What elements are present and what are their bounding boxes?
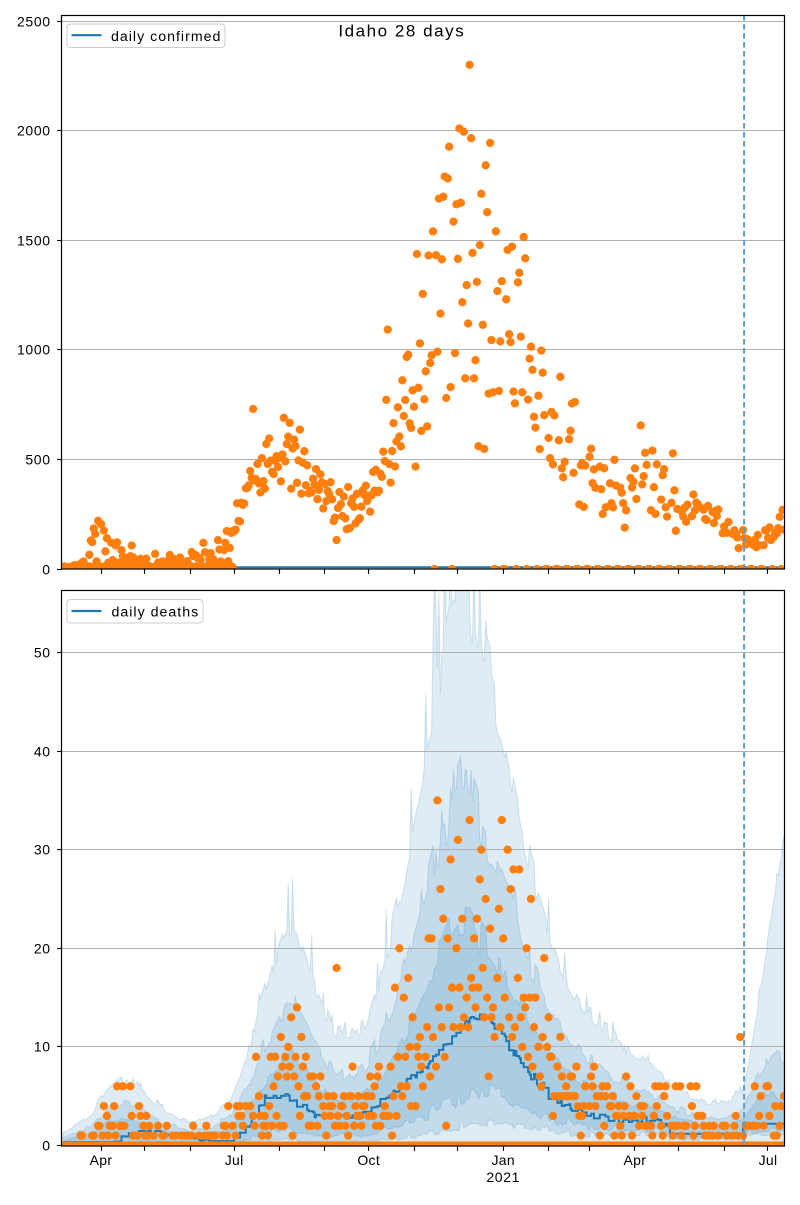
svg-text:Jul: Jul (225, 1152, 244, 1168)
svg-text:20: 20 (34, 940, 51, 956)
svg-text:2021: 2021 (486, 1169, 520, 1185)
svg-text:50: 50 (34, 644, 51, 660)
svg-text:Idaho 28 days: Idaho 28 days (338, 22, 465, 41)
svg-text:daily confirmed: daily confirmed (111, 29, 221, 45)
svg-text:500: 500 (25, 451, 50, 467)
svg-text:1000: 1000 (17, 341, 51, 357)
svg-text:Jan: Jan (491, 1152, 514, 1168)
svg-text:Apr: Apr (624, 1152, 647, 1168)
svg-text:Oct: Oct (357, 1152, 380, 1168)
svg-text:2500: 2500 (17, 13, 51, 29)
svg-text:Jul: Jul (759, 1152, 778, 1168)
svg-text:0: 0 (42, 561, 50, 577)
svg-text:40: 40 (34, 743, 51, 759)
svg-text:1500: 1500 (17, 232, 51, 248)
svg-text:10: 10 (34, 1038, 51, 1054)
svg-text:0: 0 (42, 1137, 50, 1153)
svg-text:Apr: Apr (90, 1152, 113, 1168)
svg-text:daily deaths: daily deaths (112, 605, 200, 621)
svg-text:30: 30 (34, 841, 51, 857)
svg-text:2000: 2000 (17, 122, 51, 138)
